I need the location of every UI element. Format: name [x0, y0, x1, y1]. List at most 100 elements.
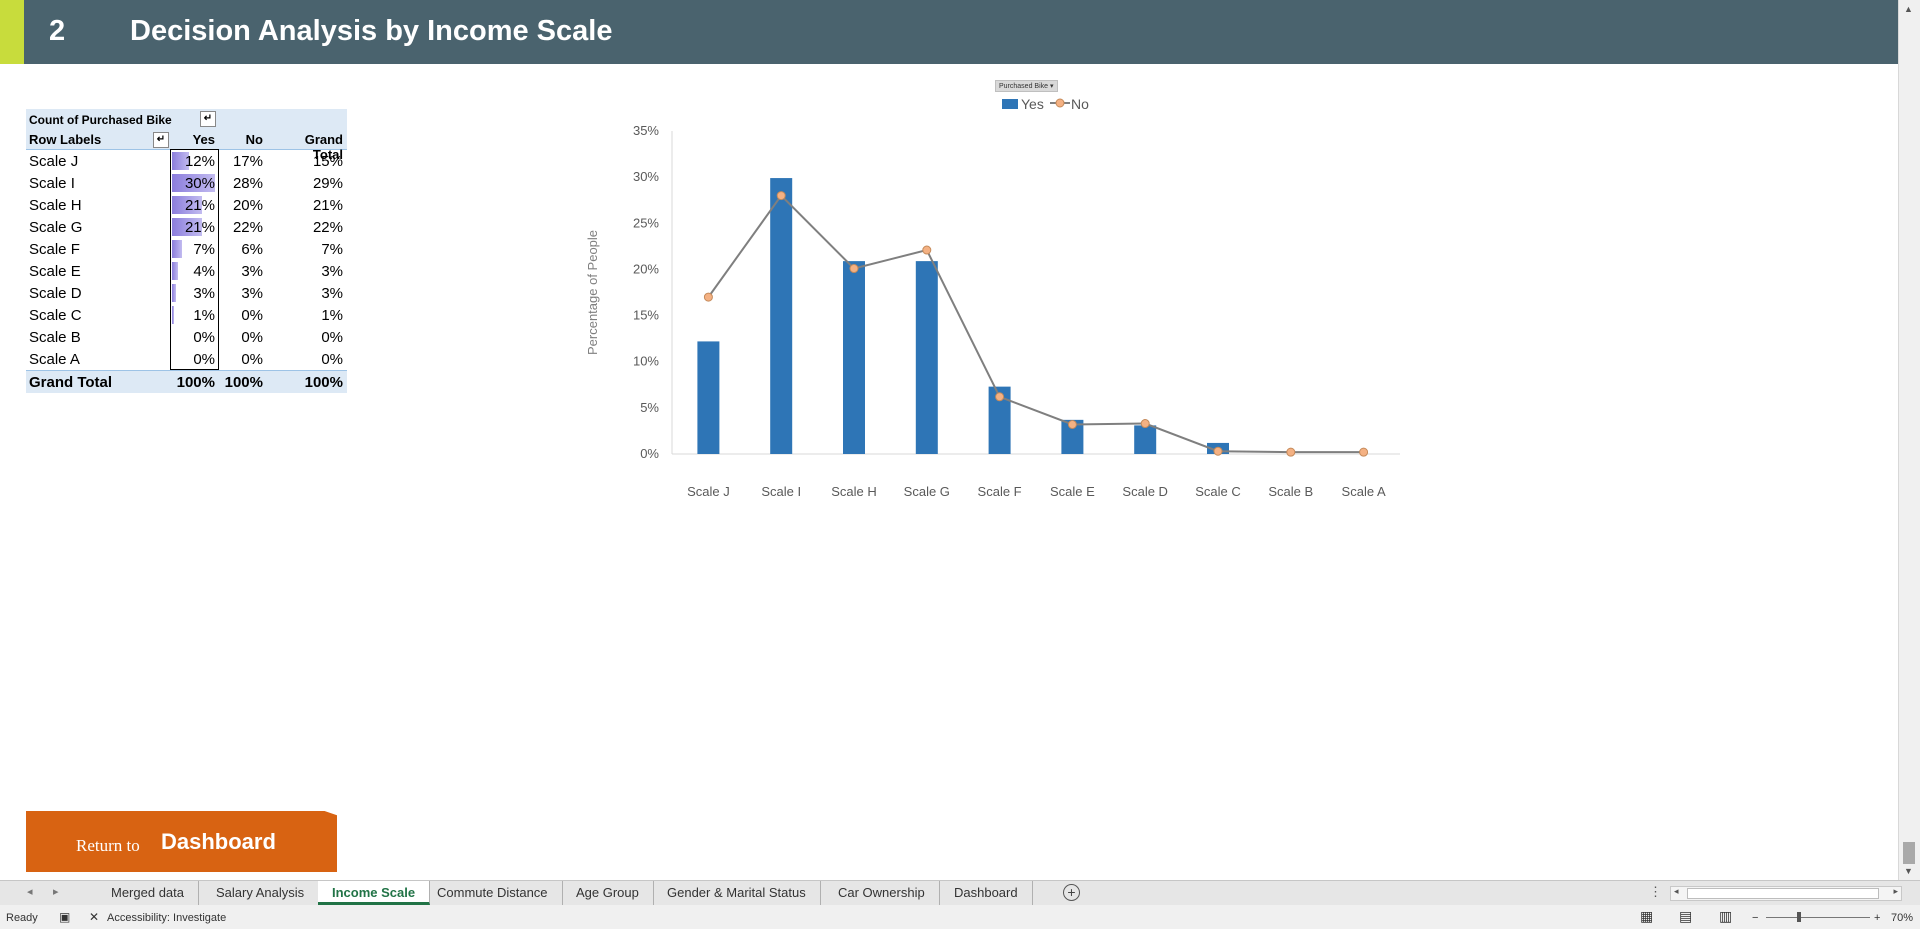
row-labels-header: Row Labels [29, 132, 102, 147]
scrollbar-thumb[interactable] [1903, 842, 1915, 864]
normal-view-icon[interactable]: ▦ [1640, 908, 1654, 924]
tab-scroll-right-icon[interactable]: ▸ [53, 886, 59, 898]
scroll-down-arrow-icon[interactable]: ▼ [1904, 866, 1913, 876]
pivot-row: Scale F 7% 6% 7% [26, 238, 347, 260]
zoom-in-icon[interactable]: + [1874, 912, 1881, 924]
pivot-row: Scale B 0% 0% 0% [26, 326, 347, 348]
page-break-view-icon[interactable]: ▥ [1719, 908, 1733, 924]
grand-total-value: 22% [312, 219, 343, 236]
marker-no [922, 245, 932, 255]
zoom-slider[interactable] [1766, 912, 1870, 922]
grand-total-value: 0% [321, 329, 343, 346]
return-to-dashboard-button[interactable]: Return to Dashboard [26, 811, 337, 872]
section-number: 2 [49, 15, 66, 47]
zoom-slider-thumb[interactable] [1797, 912, 1801, 922]
scroll-up-arrow-icon[interactable]: ▲ [1904, 4, 1913, 14]
marker-no [1359, 447, 1369, 457]
chart-svg: 0% 5% 10% 15% 20% 25% 30% 35% Percentage of Peop… [585, 96, 1400, 499]
pivot-row: Scale C 1% 0% 1% [26, 304, 347, 326]
hscroll-thumb[interactable] [1687, 888, 1879, 899]
yes-value: 4% [193, 263, 215, 280]
pivot-table[interactable]: Count of Purchased Bike ↵ Row Labels ↵ Y… [26, 109, 347, 393]
marker-no [995, 392, 1005, 402]
return-button-big-text: Dashboard [161, 829, 276, 854]
row-label: Scale E [29, 263, 81, 280]
x-tick-label: Scale G [904, 484, 950, 499]
yes-value: 21% [184, 219, 215, 236]
row-filter-icon[interactable]: ↵ [153, 132, 169, 148]
yes-cell [170, 216, 217, 238]
zoom-out-icon[interactable]: − [1752, 912, 1759, 924]
no-value: 0% [241, 351, 263, 368]
x-tick-label: Scale B [1268, 484, 1313, 499]
row-label: Scale A [29, 351, 80, 368]
x-tick-label: Scale J [687, 484, 730, 499]
col-header-yes: Yes [192, 132, 215, 147]
row-label: Scale F [29, 241, 80, 258]
marker-no [1140, 419, 1150, 429]
accessibility-status[interactable]: Accessibility: Investigate [107, 912, 227, 924]
page-layout-view-icon[interactable]: ▤ [1679, 908, 1693, 924]
marker-no [776, 191, 786, 201]
tab-scroll-left-icon[interactable]: ◂ [27, 886, 33, 898]
sheet-tab[interactable]: Merged data [97, 881, 199, 905]
x-tick-label: Scale C [1195, 484, 1241, 499]
data-bar [172, 218, 203, 236]
grand-total-no: 100% [224, 374, 263, 391]
sheet-tab[interactable]: Car Ownership [824, 881, 940, 905]
yes-value: 3% [193, 285, 215, 302]
pivot-row: Scale D 3% 3% 3% [26, 282, 347, 304]
zoom-level[interactable]: 70% [1891, 912, 1914, 924]
purchased-bike-filter-button[interactable]: Purchased Bike ▾ [995, 80, 1058, 92]
sheet-tab[interactable]: Income Scale [318, 881, 431, 905]
column-filter-icon[interactable]: ↵ [200, 111, 216, 127]
grand-total-value: 15% [312, 153, 343, 170]
data-bar [172, 174, 215, 192]
pivot-column-header: Row Labels ↵ Yes No Grand Total [26, 130, 347, 162]
income-scale-chart[interactable]: Purchased Bike ▾ 0% 5% 10% 15% 20% 25% 30% 35% P… [575, 72, 1415, 512]
sheet-tab[interactable]: Gender & Marital Status [653, 881, 821, 905]
yes-value: 21% [184, 197, 215, 214]
sheet-tab[interactable]: Salary Analysis [202, 881, 320, 905]
sheet-tab[interactable]: Age Group [562, 881, 654, 905]
bar-yes [1134, 425, 1157, 454]
bar-yes [915, 261, 938, 454]
x-tick-label: Scale E [1050, 484, 1095, 499]
no-value: 0% [241, 329, 263, 346]
sheet-header-banner: 2 Decision Analysis by Income Scale [0, 0, 1898, 64]
more-options-icon[interactable]: ⋮ [1649, 884, 1662, 899]
accessibility-icon[interactable]: ✕ [89, 910, 100, 924]
status-ready: Ready [6, 912, 38, 924]
return-button-small-text: Return to [76, 836, 140, 855]
grand-total-value: 0% [321, 351, 343, 368]
marker-no [1286, 447, 1296, 457]
yes-cell [170, 150, 217, 172]
x-tick-label: Scale A [1342, 484, 1386, 499]
hscroll-right-icon[interactable]: ▸ [1893, 886, 1898, 896]
data-bar [172, 306, 174, 324]
row-label: Scale J [29, 153, 79, 170]
sheet-tab[interactable]: Dashboard [940, 881, 1033, 905]
y-tick-label: 0% [640, 446, 659, 461]
bar-yes [697, 341, 720, 454]
no-value: 17% [232, 153, 263, 170]
bar-yes [1061, 419, 1084, 454]
no-value: 28% [232, 175, 263, 192]
grand-total-label: Grand Total [29, 374, 113, 391]
y-tick-label: 10% [633, 354, 659, 369]
add-sheet-icon[interactable]: + [1063, 884, 1080, 901]
col-header-grand-total: Grand Total [304, 132, 343, 162]
pivot-grand-total-row: Grand Total 100% 100% 100% [26, 370, 347, 393]
row-label: Scale C [29, 307, 82, 324]
hscroll-left-icon[interactable]: ◂ [1674, 886, 1679, 896]
vertical-scrollbar[interactable]: ▲ ▼ [1898, 0, 1920, 880]
sheet-tab[interactable]: Commute Distance [423, 881, 563, 905]
legend-label-yes: Yes [1021, 96, 1044, 112]
y-tick-label: 15% [633, 308, 659, 323]
macro-recording-icon[interactable]: ▣ [59, 910, 71, 924]
page-title: Decision Analysis by Income Scale [130, 15, 613, 47]
horizontal-scrollbar[interactable]: ◂ ▸ [1670, 886, 1902, 901]
y-tick-label: 35% [633, 123, 659, 138]
row-label: Scale D [29, 285, 82, 302]
yes-cell [170, 260, 217, 282]
